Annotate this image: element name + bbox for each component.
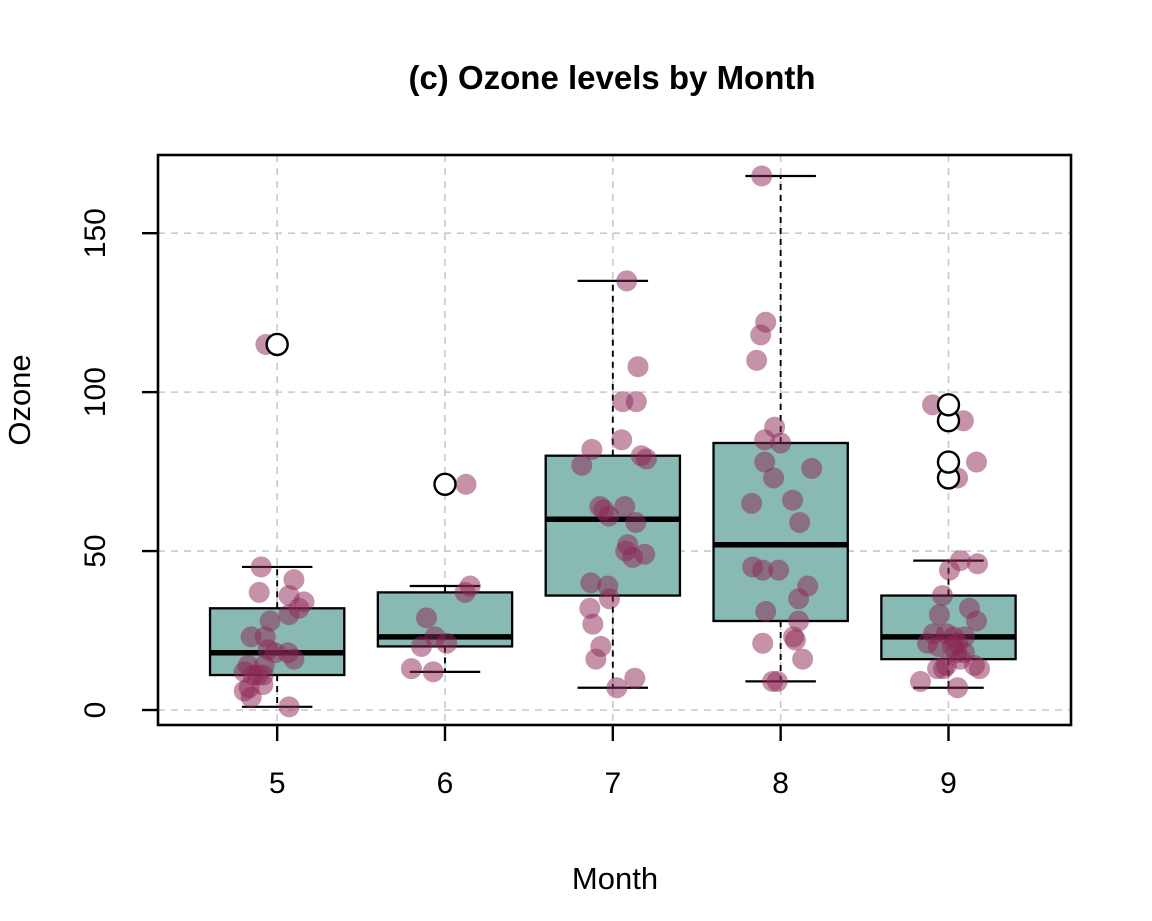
outlier-circle: [265, 332, 289, 357]
y-tick-label: 50: [79, 534, 112, 567]
jitter-point: [582, 613, 604, 635]
chart-title: (c) Ozone levels by Month: [408, 59, 815, 96]
jitter-point: [616, 270, 638, 292]
jitter-point: [754, 451, 776, 473]
jitter-point: [410, 635, 432, 657]
jitter-point: [625, 511, 647, 533]
jitter-point: [969, 658, 991, 680]
axis-frame-layer: 0 50 100 150 5 6 7 8 9: [79, 153, 1073, 800]
jitter-point: [625, 391, 647, 413]
y-axis-label: Ozone: [2, 354, 37, 445]
jitter-point: [792, 648, 814, 670]
jitter-point: [627, 356, 649, 378]
jitter-point: [278, 604, 300, 626]
jitter-point: [250, 556, 272, 578]
jitter-point: [606, 677, 628, 699]
jitter-point: [571, 454, 593, 476]
y-tick-label: 0: [79, 702, 112, 719]
jitter-point: [750, 324, 772, 346]
jitter-point: [967, 553, 989, 575]
x-tick-label: 8: [772, 767, 789, 800]
x-tick-label: 7: [604, 767, 621, 800]
jitter-point: [801, 457, 823, 479]
jitter-point: [784, 629, 806, 651]
jitter-point: [585, 648, 607, 670]
jitter-point: [416, 607, 438, 629]
jitter-point: [782, 489, 804, 511]
jitter-point: [614, 496, 636, 518]
jitter-point: [581, 438, 603, 460]
jitter-point: [788, 588, 810, 610]
outlier-circle: [433, 472, 457, 497]
jitter-point: [752, 559, 774, 581]
jitter-point: [928, 604, 950, 626]
x-tick-label: 5: [269, 767, 286, 800]
jitter-point: [966, 451, 988, 473]
jitter-point: [283, 569, 305, 591]
jitter-point: [240, 626, 262, 648]
x-axis-label: Month: [572, 861, 658, 896]
jitter-point: [789, 511, 811, 533]
jitter-point: [751, 165, 773, 187]
jitter-point: [947, 677, 969, 699]
jitter-point: [770, 432, 792, 454]
jitter-point: [931, 585, 953, 607]
jitter-point-layer: [233, 165, 991, 718]
jitter-point: [922, 394, 944, 416]
jitter-point: [622, 546, 644, 568]
jitter-point: [763, 467, 785, 489]
boxplot-box-month-8: [712, 441, 849, 623]
jitter-point: [400, 658, 422, 680]
x-tick-label: 6: [437, 767, 454, 800]
jitter-point: [598, 588, 620, 610]
outlier-layer: [265, 332, 961, 497]
jitter-point: [579, 597, 601, 619]
outlier-circle: [936, 393, 961, 417]
jitter-point: [598, 505, 620, 527]
jitter-point: [259, 610, 281, 632]
jitter-point: [932, 658, 954, 680]
boxplot-box-month-5: [208, 607, 346, 677]
jitter-point: [454, 581, 476, 603]
y-tick-label: 100: [79, 367, 112, 417]
jitter-point: [436, 632, 458, 654]
jitter-point: [788, 610, 810, 632]
jitter-point: [754, 429, 776, 451]
y-tick-label: 150: [79, 208, 112, 258]
jitter-point: [966, 610, 988, 632]
outlier-circle: [936, 450, 961, 474]
jitter-point: [635, 448, 657, 470]
jitter-point: [248, 581, 270, 603]
jitter-point: [755, 600, 777, 622]
jitter-point: [283, 648, 305, 670]
jitter-point: [611, 429, 633, 451]
jitter-point: [938, 559, 960, 581]
plot-border: [156, 153, 1073, 727]
jitter-point: [766, 670, 788, 692]
jitter-point: [580, 572, 602, 594]
x-tick-label: 9: [940, 767, 957, 800]
jitter-point: [240, 686, 262, 708]
jitter-point: [746, 349, 768, 371]
jitter-point: [909, 670, 931, 692]
jitter-point: [422, 661, 444, 683]
jitter-point: [455, 473, 477, 495]
jitter-point: [768, 559, 790, 581]
jitter-point: [278, 696, 300, 718]
jitter-point: [741, 492, 763, 514]
jitter-point: [752, 632, 774, 654]
jitter-point: [624, 667, 646, 689]
